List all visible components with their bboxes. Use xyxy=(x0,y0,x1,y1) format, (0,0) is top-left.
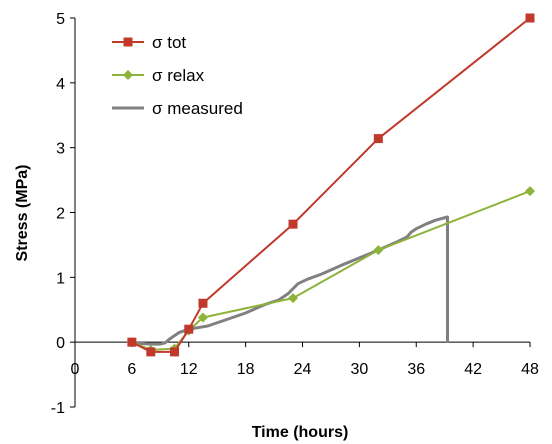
y-axis-title: Stress (MPa) xyxy=(14,165,31,262)
legend-entry: σ measured xyxy=(112,99,243,118)
data-point xyxy=(127,337,137,347)
y-tick-label: 3 xyxy=(56,141,65,158)
legend-label: σ tot xyxy=(152,33,186,52)
x-tick-label: 30 xyxy=(350,361,368,378)
y-tick-label: 2 xyxy=(56,206,65,223)
legend: σ tot σ relax σ measured xyxy=(112,33,243,118)
legend-label: σ measured xyxy=(152,99,243,118)
x-tick-label: 48 xyxy=(521,361,539,378)
x-tick-label: 0 xyxy=(71,361,80,378)
data-point xyxy=(525,186,535,197)
data-point xyxy=(198,298,208,308)
data-point xyxy=(288,293,299,304)
series-line xyxy=(131,215,449,346)
x-tick-label: 12 xyxy=(180,361,198,378)
x-tick-label: 42 xyxy=(464,361,482,378)
y-tick-label: 1 xyxy=(56,270,65,287)
x-tick-label: 18 xyxy=(237,361,255,378)
series-layer xyxy=(126,13,535,357)
x-axis-title: Time (hours) xyxy=(252,424,349,441)
y-tick-label: 4 xyxy=(56,76,65,93)
data-point xyxy=(170,347,180,357)
series-σ-tot xyxy=(127,13,535,357)
legend-entry: σ relax xyxy=(112,66,205,85)
x-tick-label: 36 xyxy=(407,361,425,378)
legend-entry: σ tot xyxy=(112,33,186,52)
data-point xyxy=(525,13,535,23)
legend-marker xyxy=(123,37,133,47)
data-point xyxy=(288,219,298,229)
y-tick-label: 5 xyxy=(56,11,65,28)
series-σ-measured xyxy=(131,215,449,346)
data-point xyxy=(373,245,384,256)
x-tick-label: 6 xyxy=(127,361,136,378)
legend-label: σ relax xyxy=(152,66,205,85)
data-point xyxy=(197,312,208,323)
data-point xyxy=(373,134,383,144)
data-point xyxy=(184,324,194,334)
y-tick-label: 0 xyxy=(56,335,65,352)
legend-marker xyxy=(123,70,133,80)
y-tick-label: -1 xyxy=(51,400,65,417)
data-point xyxy=(146,347,156,357)
x-tick-label: 24 xyxy=(294,361,312,378)
